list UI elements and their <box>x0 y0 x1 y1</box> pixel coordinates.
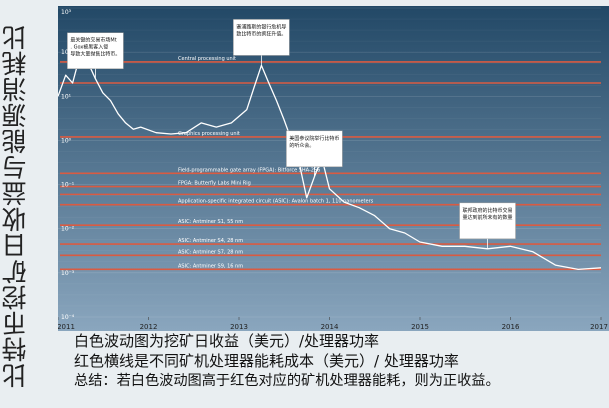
annotation-text-line: 最关键的交易市场Mt <box>70 37 116 44</box>
x-tick-label: 2014 <box>321 323 339 331</box>
x-tick-label: 2015 <box>411 323 429 331</box>
annotation-text-line: 联邦政府的比特币交易 <box>463 207 513 214</box>
cost-line-label: Graphics processing unit <box>178 131 240 137</box>
cost-line-label: Central processing unit <box>178 56 236 62</box>
cost-line-label: ASIC: Antminer S1, 55 nm <box>178 219 243 225</box>
note-line-3: 总结：若白色波动图高于红色对应的矿机处理器能耗，则为正收益。 <box>74 373 500 389</box>
notes-block: 白色波动图为挖矿日收益（美元）/处理器功率 红色横线是不同矿机处理器能耗成本（美… <box>74 331 609 391</box>
cost-line-label: Application-specific integrated circuit … <box>178 199 374 205</box>
annotation-text: 联邦政府的比特币交易量达到前所未有的数量 <box>463 207 513 221</box>
cost-lines-layer: Central processing unit Graphics processi… <box>60 56 601 271</box>
annotations-layer: 最关键的交易市场Mt. Gox被黑客入侵导致大量抛售比特币。 塞浦路斯的银行危机导… <box>67 19 516 249</box>
annotation-text: 最关键的交易市场Mt. Gox被黑客入侵导致大量抛售比特币。 <box>70 37 120 58</box>
annotation-text-line: . Gox被黑客入侵 <box>70 44 108 51</box>
revenue-series-line <box>58 53 602 271</box>
annotation-box <box>286 130 343 168</box>
tick-labels-layer: 2011 2012 2013 2014 2015 2016 2017 10³ 10² 10¹ 10⁰… <box>58 9 608 331</box>
y-tick-label: 10⁻⁴ <box>61 314 75 321</box>
annotation-box <box>459 202 516 240</box>
y-tick-label: 10⁻¹ <box>61 182 75 189</box>
x-tick-label: 2011 <box>58 323 75 331</box>
y-tick-label: 10⁰ <box>61 137 72 144</box>
annotation-text-line: 量达到前所未有的数量 <box>463 214 513 221</box>
y-tick-label: 10⁻³ <box>61 270 75 277</box>
annotation-text-line: 的听众会。 <box>289 142 314 149</box>
y-tick-label: 10⁻² <box>61 226 75 233</box>
annotation-text-line: 塞浦路斯的银行危机导 <box>236 23 286 30</box>
y-tick-label: 10³ <box>61 9 72 16</box>
x-tick-label: 2012 <box>140 323 158 331</box>
cost-line-label: FPGA: Butterfly Labs Mini Rig <box>178 181 251 187</box>
annotation-text-line: 致比特币的疯狂升值。 <box>236 30 286 37</box>
annotation-text-line: 导致大量抛售比特币。 <box>70 51 120 58</box>
cost-line-label: ASIC: Antminer S9, 16 nm <box>178 263 243 269</box>
cost-line-label: Field-programmable gate array (FPGA): Bi… <box>178 167 320 173</box>
note-line-2: 红色横线是不同矿机处理器能耗成本（美元）/ 处理器功率 <box>74 352 459 370</box>
series-layer <box>58 53 602 271</box>
annotation-box <box>67 32 124 69</box>
annotation-box <box>233 19 290 56</box>
plot-area-background <box>58 6 609 331</box>
chart-title-vertical: 比特币挖矿日收益与能源消耗比 <box>1 24 30 388</box>
x-tick-label: 2016 <box>502 323 520 331</box>
chart-svg: Central processing unit Graphics processi… <box>58 6 609 331</box>
cost-line-label: ASIC: Antminer S7, 28 nm <box>178 249 243 255</box>
y-tick-label: 10¹ <box>61 93 72 100</box>
x-tick-label: 2017 <box>590 323 608 331</box>
x-tick-label: 2013 <box>230 323 248 331</box>
y-tick-label: 10² <box>61 49 72 56</box>
note-line-1: 白色波动图为挖矿日收益（美元）/处理器功率 <box>74 332 380 350</box>
annotation-text: 塞浦路斯的银行危机导致比特币的疯狂升值。 <box>236 23 286 37</box>
annotation-text-line: 美国参议院举行比特币 <box>289 135 339 142</box>
annotation-text: 美国参议院举行比特币的听众会。 <box>289 135 339 149</box>
mining-chart: Central processing unit Graphics processi… <box>58 6 609 331</box>
cost-line-label: ASIC: Antminer S4, 28 nm <box>178 238 243 244</box>
